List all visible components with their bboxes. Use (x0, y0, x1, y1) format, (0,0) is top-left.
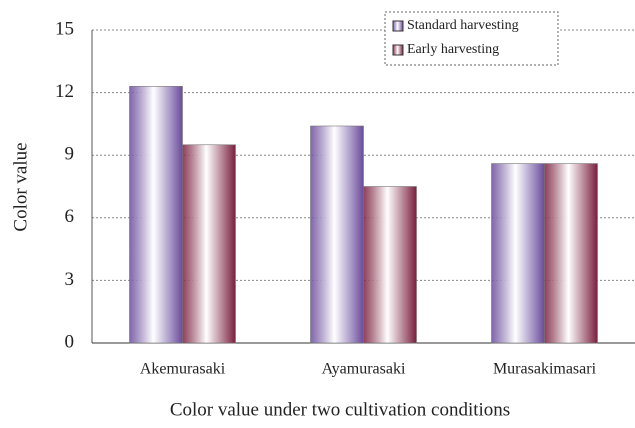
y-tick-label: 9 (65, 144, 75, 165)
bar (363, 186, 417, 344)
legend-swatch (392, 44, 404, 56)
x-axis-title: Color value under two cultivation condit… (170, 399, 510, 420)
legend-swatch (392, 20, 404, 32)
bar (310, 125, 364, 344)
y-tick-label: 12 (55, 81, 74, 102)
x-tick-label: Akemurasaki (140, 361, 226, 378)
bar (129, 86, 183, 344)
y-axis-title: Color value (10, 142, 31, 231)
x-tick-label: Murasakimasari (493, 361, 597, 378)
y-tick-label: 0 (65, 331, 75, 352)
y-tick-label: 6 (65, 206, 75, 227)
y-tick-label: 15 (55, 18, 74, 39)
x-tick-label: Ayamurasaki (322, 361, 406, 378)
bar (491, 163, 545, 344)
y-tick-label: 3 (65, 269, 75, 290)
legend-text: Standard harvesting (407, 18, 519, 33)
bar (544, 163, 598, 344)
legend-text: Early harvesting (407, 42, 499, 57)
bar (182, 144, 236, 344)
legend-box (384, 11, 559, 66)
